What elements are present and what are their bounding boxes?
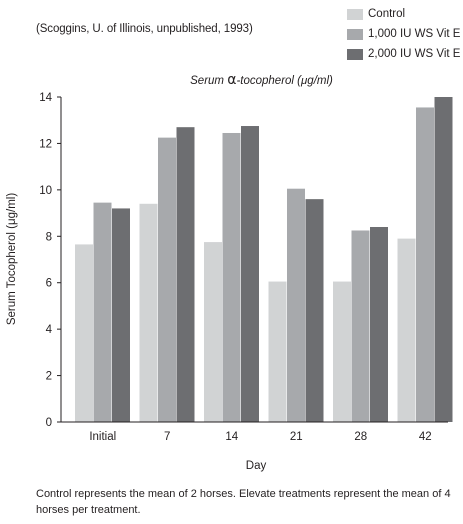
y-tick-label: 10 <box>39 185 52 197</box>
bar-28-series-0 <box>333 281 351 422</box>
bar-21-series-0 <box>268 281 287 422</box>
bar-14-series-1 <box>222 132 241 423</box>
bar-14-series-2 <box>241 126 259 423</box>
x-tick-label: 7 <box>164 431 170 443</box>
x-tick-label: 21 <box>290 431 303 443</box>
bar-initial-series-2 <box>112 208 130 422</box>
legend-label-1000iu: 1,000 IU WS Vit E <box>368 28 461 40</box>
bar-initial-series-1 <box>93 202 112 422</box>
y-axis-title: Serum Tocopherol (μg/ml) <box>6 193 18 325</box>
bar-chart: 0 2 4 6 8 10 12 14 Initial 7 14 21 28 42 Serum Tocop… <box>6 92 453 472</box>
subtitle-rest: -tocopherol (μg/ml) <box>236 75 333 87</box>
legend-item-control: Control <box>347 4 460 24</box>
bar-28-series-1 <box>351 230 370 422</box>
subtitle-alpha: α <box>227 72 237 88</box>
legend-item-1000iu: 1,000 IU WS Vit E <box>347 24 460 44</box>
subtitle-prefix: Serum <box>190 75 228 87</box>
bar-7-series-2 <box>176 127 195 423</box>
y-tick-label: 8 <box>46 231 52 243</box>
y-tick-label: 2 <box>46 371 52 383</box>
bar-42-series-1 <box>416 107 434 422</box>
y-tick-label: 4 <box>46 324 53 336</box>
bar-42-series-2 <box>434 97 453 422</box>
x-tick-label: 28 <box>354 431 367 443</box>
x-tick-label: 14 <box>225 431 238 443</box>
legend-item-2000iu: 2,000 IU WS Vit E <box>347 44 460 64</box>
y-tick-label: 0 <box>46 417 52 429</box>
chart-subtitle: Serum α-tocopherol (μg/ml) <box>60 72 463 88</box>
legend-swatch-control <box>347 8 363 20</box>
source-citation: (Scoggins, U. of Illinois, unpublished, … <box>36 23 253 35</box>
y-axis: 0 2 4 6 8 10 12 14 <box>39 92 62 429</box>
bar-14-series-0 <box>204 242 222 422</box>
bar-21-series-1 <box>287 188 305 422</box>
legend-swatch-2000iu <box>347 48 363 60</box>
legend-label-control: Control <box>368 8 406 20</box>
x-tick-label: Initial <box>89 431 116 443</box>
bar-28-series-2 <box>370 227 388 422</box>
y-tick-label: 6 <box>46 278 52 290</box>
x-tick-label: 42 <box>419 431 432 443</box>
bar-21-series-2 <box>305 199 324 422</box>
x-axis: Initial 7 14 21 28 42 <box>61 421 448 443</box>
bar-7-series-1 <box>158 137 176 423</box>
legend-swatch-1000iu <box>347 28 363 40</box>
bar-initial-series-0 <box>75 244 93 422</box>
bars <box>75 97 453 423</box>
legend-label-2000iu: 2,000 IU WS Vit E <box>368 48 461 60</box>
legend: Control 1,000 IU WS Vit E 2,000 IU WS Vi… <box>347 4 460 64</box>
bar-7-series-0 <box>139 203 158 422</box>
y-tick-label: 14 <box>39 92 52 104</box>
footnote: Control represents the mean of 2 horses.… <box>36 488 451 516</box>
y-tick-label: 12 <box>39 138 52 150</box>
x-axis-title: Day <box>246 460 267 472</box>
bar-42-series-0 <box>397 238 416 422</box>
